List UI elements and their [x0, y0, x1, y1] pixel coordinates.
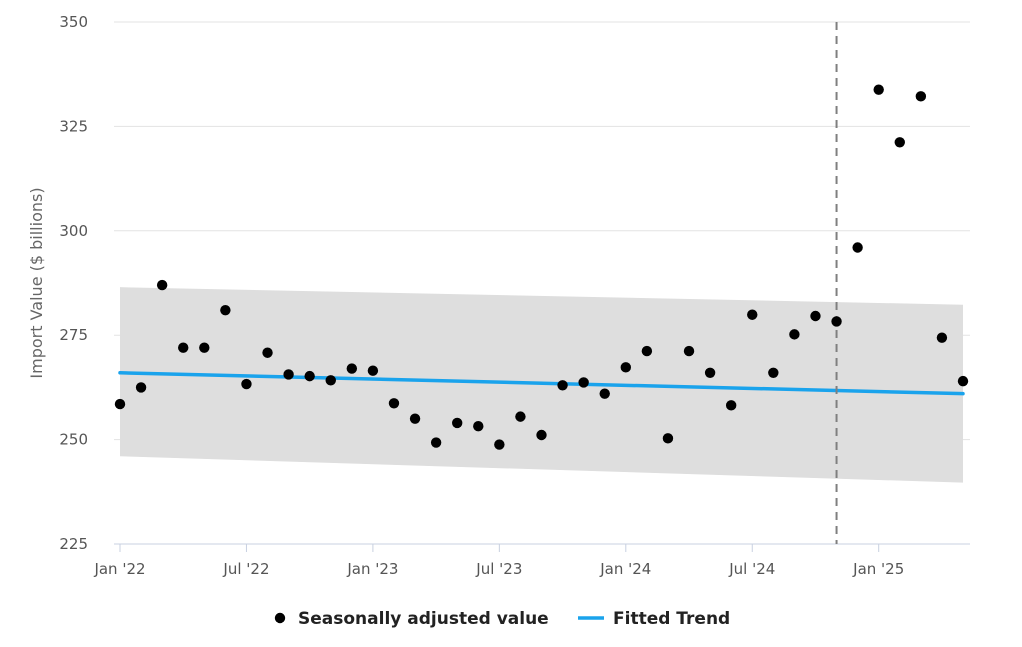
data-point [346, 363, 358, 374]
data-point [578, 377, 589, 388]
y-axis-title: Import Value ($ billions) [27, 187, 46, 378]
data-point [831, 316, 842, 327]
x-tick-label: Jan '24 [599, 560, 651, 578]
data-point [409, 413, 421, 424]
legend-item-scatter[interactable]: Seasonally adjusted value [274, 609, 549, 629]
data-point [725, 400, 737, 411]
data-point [620, 362, 631, 373]
x-tick-label: Jul '24 [728, 560, 775, 578]
data-point [114, 398, 126, 410]
data-point [936, 332, 948, 343]
y-tick-label: 300 [59, 222, 88, 240]
data-point [430, 437, 442, 448]
data-point [283, 369, 294, 380]
data-point [388, 398, 400, 409]
scatter-points [114, 84, 969, 450]
legend: Seasonally adjusted value Fitted Trend [274, 609, 730, 629]
fitted-trend-line [118, 371, 965, 396]
data-point [894, 137, 905, 148]
data-point [683, 345, 695, 357]
data-point [915, 91, 927, 102]
x-tick-label: Jan '22 [93, 560, 145, 578]
x-tick-label: Jan '23 [346, 560, 398, 578]
data-point [515, 411, 526, 422]
y-tick-label: 275 [59, 326, 88, 344]
data-point [262, 347, 273, 358]
data-point [325, 375, 336, 386]
x-tick-label: Jan '25 [852, 560, 904, 578]
data-point [704, 367, 716, 378]
data-point [304, 370, 315, 382]
data-point [641, 345, 653, 357]
y-tick-label: 225 [59, 535, 88, 553]
data-point [957, 375, 969, 387]
data-point [599, 388, 610, 399]
legend-item-trend[interactable]: Fitted Trend [578, 609, 730, 629]
data-point [536, 429, 547, 441]
y-tick-label: 350 [59, 13, 88, 31]
legend-label-scatter: Seasonally adjusted value [298, 609, 549, 629]
legend-label-trend: Fitted Trend [613, 609, 730, 629]
data-point [135, 382, 147, 393]
data-point [494, 439, 505, 450]
legend-swatch-scatter [274, 612, 286, 624]
y-tick-label: 250 [59, 431, 88, 449]
data-point [178, 342, 189, 353]
data-point [789, 329, 800, 340]
x-tick-label: Jul '22 [222, 560, 269, 578]
data-point [873, 84, 884, 95]
data-point [662, 433, 674, 444]
data-point [452, 417, 463, 429]
y-tick-label: 325 [59, 117, 88, 135]
x-tick-label: Jul '23 [475, 560, 522, 578]
data-point [156, 279, 168, 291]
data-point [747, 309, 758, 320]
data-point [768, 367, 779, 378]
data-point [199, 342, 210, 353]
data-point [241, 378, 252, 390]
data-point [557, 380, 568, 391]
data-point [220, 304, 231, 316]
data-point [852, 242, 863, 253]
axes: 225 250 275 300 325 350 Jan '22 Jul '22 Jan '23 J… [59, 13, 970, 578]
data-point [367, 365, 379, 376]
data-point [810, 310, 821, 322]
trend-line-layer [118, 371, 965, 396]
data-point [473, 421, 484, 432]
